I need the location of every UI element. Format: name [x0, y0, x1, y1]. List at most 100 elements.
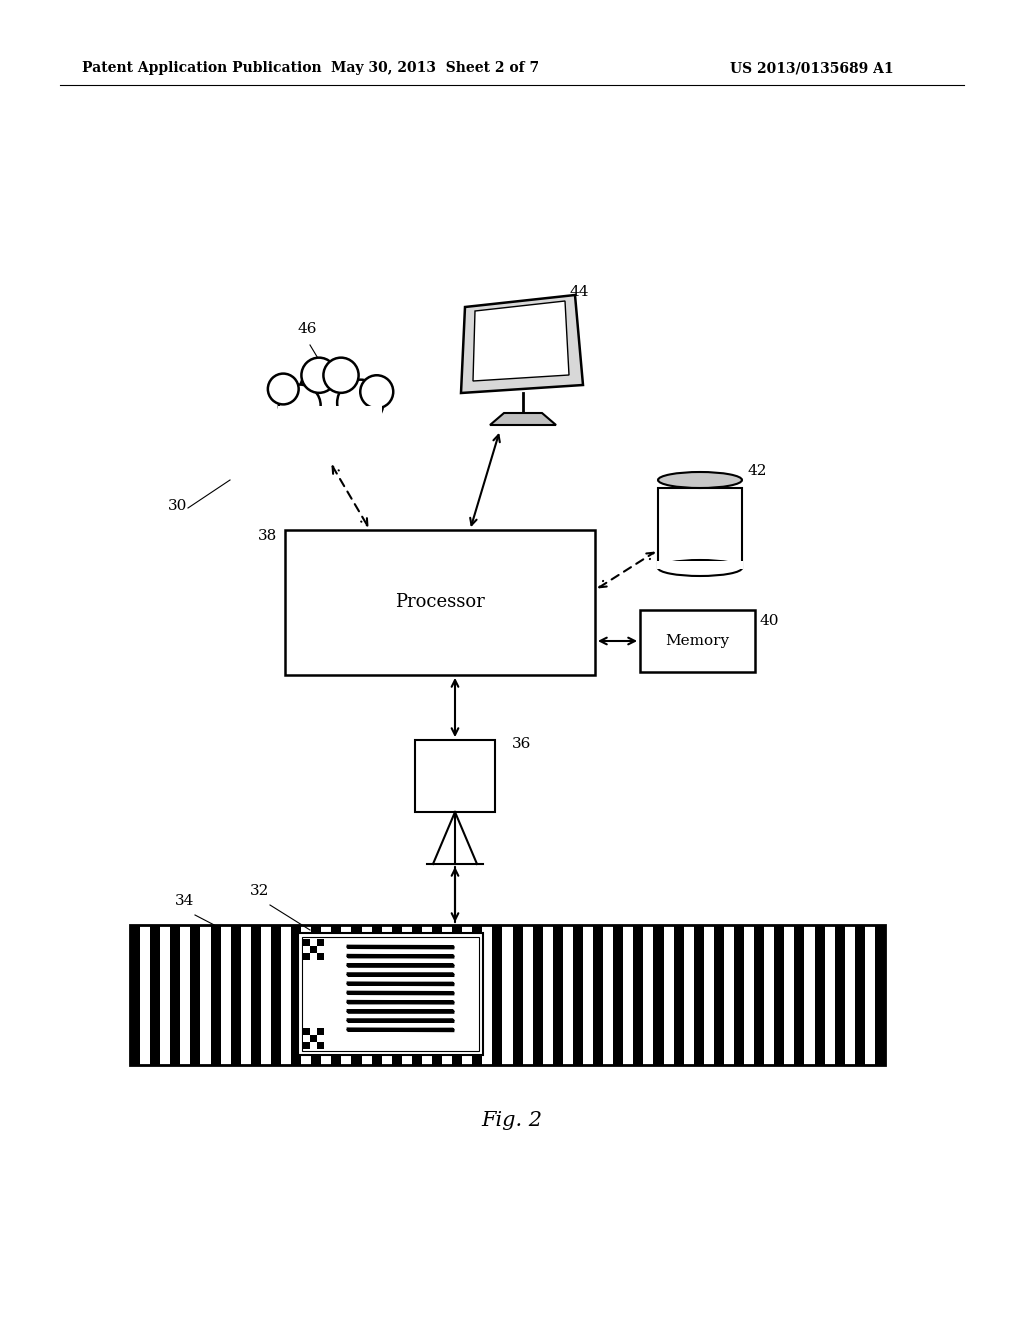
Bar	[774, 925, 784, 1065]
Bar	[754, 925, 765, 1065]
Text: 42: 42	[748, 465, 768, 478]
Bar	[303, 953, 310, 960]
Bar	[503, 925, 513, 1065]
Bar	[211, 925, 221, 1065]
Bar	[643, 925, 654, 1065]
Polygon shape	[461, 294, 583, 393]
Bar	[372, 925, 382, 1065]
Bar	[714, 925, 724, 1065]
Bar	[130, 925, 140, 1065]
Text: 38: 38	[258, 529, 278, 543]
Circle shape	[337, 380, 383, 426]
Bar	[281, 925, 292, 1065]
Bar	[382, 925, 392, 1065]
Bar	[310, 939, 317, 946]
Bar	[693, 925, 705, 1065]
Bar	[317, 953, 324, 960]
Bar	[835, 925, 845, 1065]
Bar	[724, 925, 734, 1065]
Bar	[784, 925, 795, 1065]
Bar	[151, 925, 161, 1065]
Bar	[553, 925, 563, 1065]
Bar	[310, 1041, 317, 1049]
Bar	[285, 531, 595, 675]
Text: Fig. 2: Fig. 2	[481, 1110, 543, 1130]
Bar	[310, 1035, 317, 1041]
Text: 34: 34	[175, 894, 195, 908]
Bar	[298, 933, 483, 1055]
Bar	[472, 925, 483, 1065]
Bar	[744, 925, 755, 1065]
Bar	[412, 925, 423, 1065]
Bar	[453, 925, 463, 1065]
Bar	[845, 925, 855, 1065]
Bar	[583, 925, 594, 1065]
Bar	[462, 925, 473, 1065]
Text: 36: 36	[512, 737, 531, 751]
Bar	[278, 405, 382, 436]
Bar	[322, 925, 332, 1065]
Bar	[303, 939, 310, 946]
Bar	[392, 925, 402, 1065]
Bar	[170, 925, 181, 1065]
Ellipse shape	[658, 473, 742, 488]
Bar	[341, 925, 352, 1065]
Bar	[573, 925, 584, 1065]
Bar	[653, 925, 664, 1065]
Bar	[317, 1028, 324, 1035]
Bar	[271, 925, 282, 1065]
Bar	[303, 1035, 310, 1041]
Bar	[180, 925, 190, 1065]
Bar	[303, 946, 310, 953]
Bar	[664, 925, 674, 1065]
Bar	[593, 925, 603, 1065]
Polygon shape	[490, 413, 556, 425]
Bar	[310, 1028, 317, 1035]
Circle shape	[324, 358, 358, 393]
Bar	[734, 925, 744, 1065]
Text: Processor: Processor	[395, 593, 485, 611]
Bar	[317, 939, 324, 946]
Bar	[563, 925, 573, 1065]
Circle shape	[268, 374, 299, 404]
Bar	[658, 488, 742, 568]
Bar	[805, 925, 815, 1065]
Text: 40: 40	[760, 614, 779, 628]
Bar	[351, 925, 362, 1065]
Bar	[493, 925, 503, 1065]
Bar	[241, 925, 251, 1065]
Bar	[415, 741, 495, 812]
Bar	[633, 925, 644, 1065]
Bar	[422, 925, 432, 1065]
Bar	[317, 1035, 324, 1041]
Bar	[624, 925, 634, 1065]
Bar	[764, 925, 775, 1065]
Bar	[543, 925, 553, 1065]
Bar	[361, 925, 372, 1065]
Bar	[311, 925, 322, 1065]
Bar	[657, 561, 743, 569]
Text: Patent Application Publication: Patent Application Publication	[82, 61, 322, 75]
Circle shape	[301, 358, 337, 393]
Bar	[824, 925, 836, 1065]
Circle shape	[300, 362, 360, 422]
Bar	[230, 925, 242, 1065]
Bar	[130, 925, 885, 1065]
Bar	[684, 925, 694, 1065]
Bar	[201, 925, 211, 1065]
Bar	[301, 925, 311, 1065]
Text: 32: 32	[250, 884, 269, 898]
Text: May 30, 2013  Sheet 2 of 7: May 30, 2013 Sheet 2 of 7	[331, 61, 539, 75]
Bar	[317, 946, 324, 953]
Bar	[190, 925, 201, 1065]
Bar	[310, 946, 317, 953]
Bar	[865, 925, 876, 1065]
Bar	[401, 925, 413, 1065]
Bar	[317, 1041, 324, 1049]
Bar	[432, 925, 442, 1065]
Bar	[522, 925, 534, 1065]
Bar	[251, 925, 261, 1065]
Text: 46: 46	[298, 322, 317, 337]
Bar	[674, 925, 684, 1065]
Bar	[640, 610, 755, 672]
